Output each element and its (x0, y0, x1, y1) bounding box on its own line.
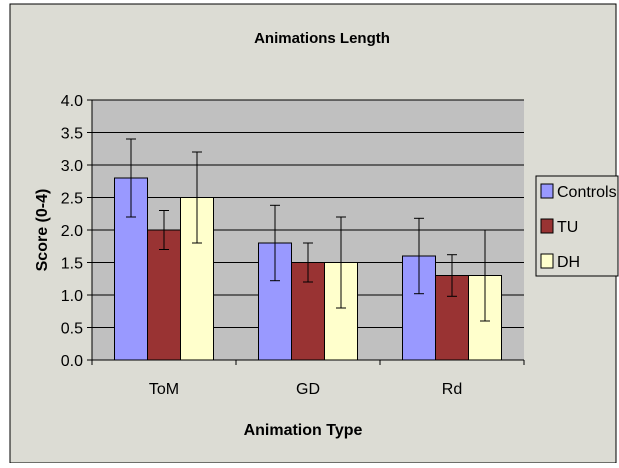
y-tick-label: 1.0 (61, 288, 83, 305)
legend-label-controls: Controls (557, 184, 617, 201)
error-bars (126, 138, 490, 322)
chart-title: Animations Length (254, 30, 390, 47)
legend-swatch-tu (540, 218, 554, 234)
y-tick-label: 1.5 (61, 256, 83, 273)
y-tick-label: 3.0 (61, 158, 83, 175)
x-axis-label: Animation Type (244, 422, 363, 439)
x-tick-labels: ToM GD Rd (149, 381, 462, 398)
y-tick-label: 4.0 (61, 93, 83, 110)
y-tick-label: 0.0 (61, 353, 83, 370)
y-tick-label: 0.5 (61, 321, 83, 338)
y-tick-label: 2.0 (61, 223, 83, 240)
x-tick-label: Rd (442, 381, 462, 398)
legend: Controls TU DH (535, 175, 619, 277)
y-tick-label: 3.5 (61, 126, 83, 143)
y-axis-label: Score (0-4) (34, 189, 51, 272)
legend-label-tu: TU (557, 219, 578, 236)
y-tick-labels: 0.0 0.5 1.0 1.5 2.0 2.5 3.0 3.5 4.0 (61, 93, 83, 370)
bar-series (114, 177, 502, 361)
legend-swatch-dh (540, 253, 554, 269)
x-tick-label: ToM (149, 381, 179, 398)
y-tick-label: 2.5 (61, 191, 83, 208)
x-tick-label: GD (296, 381, 320, 398)
legend-label-dh: DH (557, 254, 580, 271)
legend-swatch-controls (540, 183, 554, 199)
axes (87, 99, 525, 365)
bar-tu-tom (147, 229, 181, 361)
